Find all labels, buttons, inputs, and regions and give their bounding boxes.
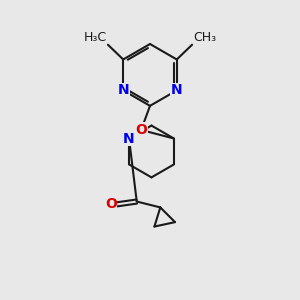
Text: N: N <box>171 83 183 98</box>
Text: CH₃: CH₃ <box>194 31 217 44</box>
Text: O: O <box>105 197 117 212</box>
Text: N: N <box>117 83 129 98</box>
Text: H₃C: H₃C <box>83 31 106 44</box>
Text: O: O <box>135 123 147 137</box>
Text: N: N <box>123 131 135 146</box>
